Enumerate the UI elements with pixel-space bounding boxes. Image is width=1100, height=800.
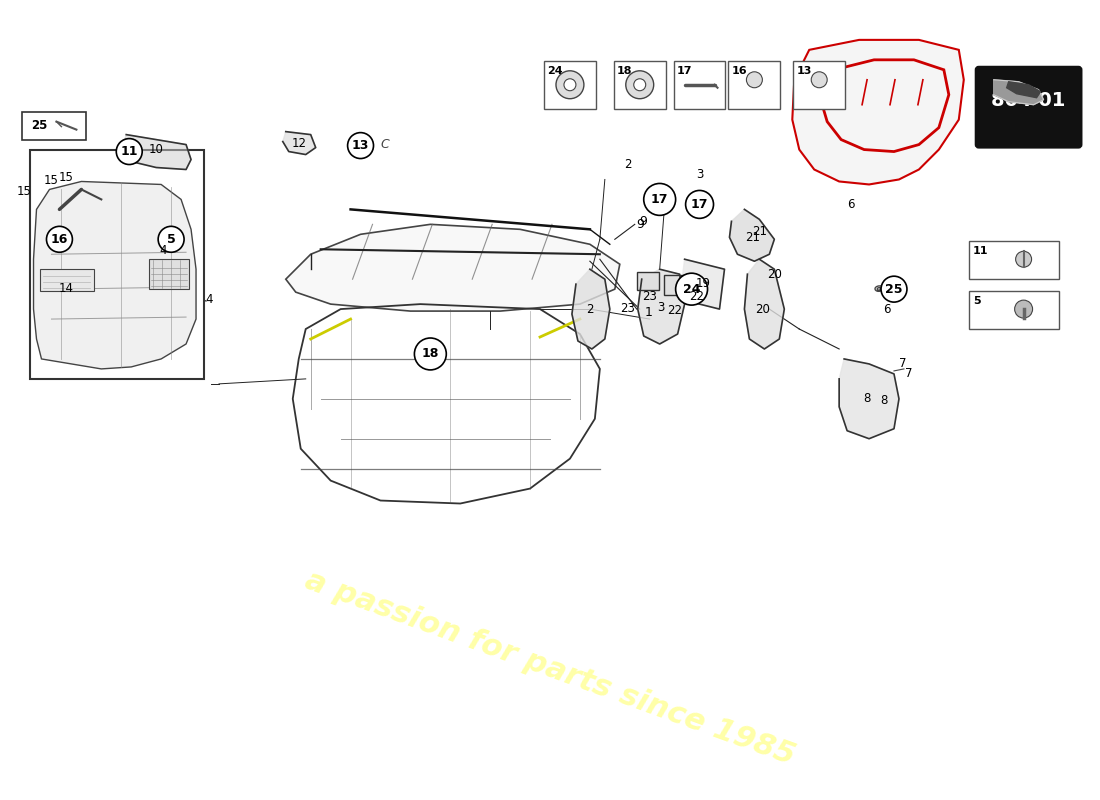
- Circle shape: [634, 78, 646, 90]
- Circle shape: [117, 138, 142, 165]
- FancyBboxPatch shape: [150, 259, 189, 289]
- Text: 18: 18: [421, 347, 439, 361]
- Text: 25: 25: [32, 119, 48, 132]
- Polygon shape: [121, 134, 191, 170]
- Polygon shape: [1006, 82, 1041, 98]
- Polygon shape: [680, 259, 725, 309]
- Text: 23: 23: [620, 302, 635, 315]
- Text: 22: 22: [667, 304, 682, 317]
- Text: 17: 17: [691, 198, 708, 211]
- Text: 3: 3: [657, 301, 664, 314]
- Text: 8: 8: [864, 392, 871, 406]
- Text: 18: 18: [617, 66, 632, 76]
- FancyBboxPatch shape: [637, 272, 659, 290]
- Text: 20: 20: [755, 302, 770, 315]
- Text: 7: 7: [899, 358, 906, 370]
- FancyBboxPatch shape: [728, 61, 780, 109]
- Text: 22: 22: [689, 290, 704, 302]
- Polygon shape: [745, 259, 784, 349]
- FancyBboxPatch shape: [969, 242, 1058, 279]
- Polygon shape: [33, 182, 196, 369]
- Text: 13: 13: [352, 139, 370, 152]
- Polygon shape: [839, 359, 899, 438]
- Circle shape: [747, 72, 762, 88]
- Text: 5: 5: [167, 233, 176, 246]
- Circle shape: [811, 72, 827, 88]
- Text: 8: 8: [880, 394, 888, 407]
- Text: 4: 4: [205, 293, 212, 306]
- Text: 17: 17: [676, 66, 692, 76]
- Text: 11: 11: [972, 246, 988, 256]
- Circle shape: [348, 133, 374, 158]
- Text: 2: 2: [624, 158, 631, 171]
- Polygon shape: [993, 80, 1044, 105]
- Text: 3: 3: [696, 168, 703, 181]
- FancyBboxPatch shape: [22, 112, 87, 139]
- Text: 15: 15: [59, 171, 74, 185]
- Text: 17: 17: [651, 193, 669, 206]
- Text: C: C: [381, 138, 389, 151]
- Text: 13: 13: [796, 66, 812, 76]
- Circle shape: [46, 226, 73, 252]
- FancyBboxPatch shape: [30, 150, 204, 379]
- FancyBboxPatch shape: [663, 275, 688, 295]
- Text: 4: 4: [160, 244, 167, 258]
- FancyBboxPatch shape: [793, 61, 845, 109]
- Text: 14: 14: [59, 282, 74, 295]
- FancyBboxPatch shape: [40, 270, 95, 291]
- Text: 24: 24: [547, 66, 562, 76]
- Text: 9: 9: [637, 218, 645, 231]
- Circle shape: [564, 78, 576, 90]
- Text: 2: 2: [586, 302, 594, 315]
- Circle shape: [626, 70, 653, 98]
- Text: 16: 16: [732, 66, 747, 76]
- Text: 25: 25: [886, 282, 903, 296]
- Text: 9: 9: [640, 215, 648, 228]
- Text: a passion for parts since 1985: a passion for parts since 1985: [301, 566, 799, 770]
- FancyBboxPatch shape: [976, 67, 1081, 147]
- Text: 24: 24: [683, 282, 701, 296]
- FancyBboxPatch shape: [614, 61, 666, 109]
- Circle shape: [685, 190, 714, 218]
- Polygon shape: [729, 210, 774, 262]
- Text: 21: 21: [745, 231, 760, 244]
- FancyBboxPatch shape: [544, 61, 596, 109]
- Text: 6: 6: [847, 198, 855, 211]
- Polygon shape: [286, 224, 619, 311]
- Text: 1: 1: [645, 306, 652, 318]
- Circle shape: [158, 226, 184, 252]
- Text: 5: 5: [972, 296, 980, 306]
- Circle shape: [415, 338, 447, 370]
- Text: 804 01: 804 01: [991, 90, 1066, 110]
- Text: 15: 15: [44, 174, 59, 187]
- Polygon shape: [792, 40, 964, 185]
- Text: 12: 12: [292, 137, 306, 150]
- Text: 23: 23: [642, 290, 657, 302]
- Text: 21: 21: [752, 225, 767, 238]
- Text: 7: 7: [905, 367, 913, 381]
- Circle shape: [1014, 300, 1033, 318]
- Circle shape: [881, 276, 907, 302]
- Text: 10: 10: [148, 143, 164, 156]
- Circle shape: [675, 273, 707, 305]
- Circle shape: [556, 70, 584, 98]
- Text: 11: 11: [121, 145, 138, 158]
- Circle shape: [1015, 251, 1032, 267]
- Circle shape: [644, 183, 675, 215]
- Text: 15: 15: [16, 185, 32, 198]
- Text: 20: 20: [767, 268, 782, 281]
- Polygon shape: [283, 132, 316, 154]
- Polygon shape: [638, 270, 684, 344]
- Text: 16: 16: [51, 233, 68, 246]
- Text: 19: 19: [696, 277, 711, 290]
- Text: 6: 6: [883, 302, 891, 315]
- FancyBboxPatch shape: [969, 291, 1058, 329]
- Polygon shape: [572, 270, 609, 349]
- FancyBboxPatch shape: [673, 61, 726, 109]
